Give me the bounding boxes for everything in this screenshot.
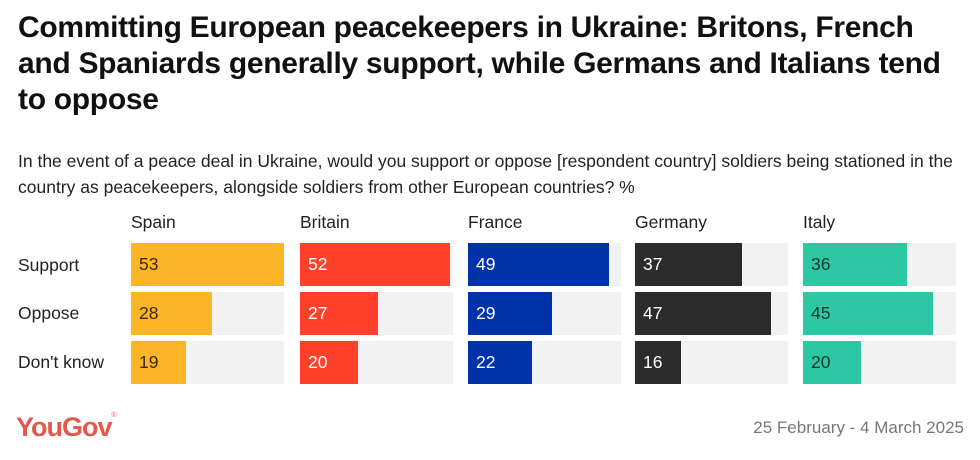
survey-date: 25 February - 4 March 2025 [753,418,964,437]
bar-spain-1: 28 [131,292,212,335]
column-header-britain: Britain [300,212,350,232]
data-label: 19 [139,352,159,372]
bar-britain-2: 20 [300,341,358,384]
bar-britain-1: 27 [300,292,378,335]
data-label: 16 [643,352,663,372]
bar-italy-0: 36 [803,243,907,286]
data-label: 49 [476,254,496,274]
column-header-germany: Germany [635,212,707,232]
row-label-support: Support [18,255,80,275]
data-label: 27 [308,303,328,323]
bar-track: 27 [300,292,453,335]
chart-title: Committing European peacekeepers in Ukra… [18,11,941,116]
data-label: 47 [643,303,663,323]
bar-track: 37 [635,243,788,286]
data-label: 29 [476,303,496,323]
bar-track: 47 [635,292,788,335]
bar-spain-2: 19 [131,341,186,384]
row-label-oppose: Oppose [18,303,80,323]
column-header-france: France [468,212,523,232]
data-label: 53 [139,254,159,274]
bar-track: 19 [131,341,284,384]
row-label-dont-know: Don't know [18,352,105,372]
bar-france-0: 49 [468,243,609,286]
data-label: 45 [811,303,831,323]
data-label: 28 [139,303,159,323]
logo-text: YouGov [16,412,113,442]
bar-france-1: 29 [468,292,552,335]
bar-track: 53 [131,243,284,286]
bar-germany-1: 47 [635,292,771,335]
bar-track: 20 [803,341,956,384]
data-label: 22 [476,352,496,372]
bar-track: 16 [635,341,788,384]
data-label: 20 [811,352,831,372]
bar-track: 45 [803,292,956,335]
bar-track: 49 [468,243,621,286]
bar-italy-2: 20 [803,341,861,384]
bar-track: 29 [468,292,621,335]
bar-track: 20 [300,341,453,384]
column-header-spain: Spain [131,212,176,232]
yougov-logo: YouGov® [16,412,117,442]
bar-track: 52 [300,243,453,286]
bar-track: 22 [468,341,621,384]
bar-track: 36 [803,243,956,286]
data-label: 52 [308,254,328,274]
data-label: 36 [811,254,831,274]
chart-subtitle: In the event of a peace deal in Ukraine,… [18,151,953,197]
bar-italy-1: 45 [803,292,933,335]
data-label: 20 [308,352,328,372]
bar-france-2: 22 [468,341,532,384]
data-label: 37 [643,254,663,274]
bar-germany-0: 37 [635,243,742,286]
bar-germany-2: 16 [635,341,681,384]
column-header-italy: Italy [803,212,836,232]
bar-spain-0: 53 [131,243,284,286]
bar-track: 28 [131,292,284,335]
bar-britain-0: 52 [300,243,450,286]
